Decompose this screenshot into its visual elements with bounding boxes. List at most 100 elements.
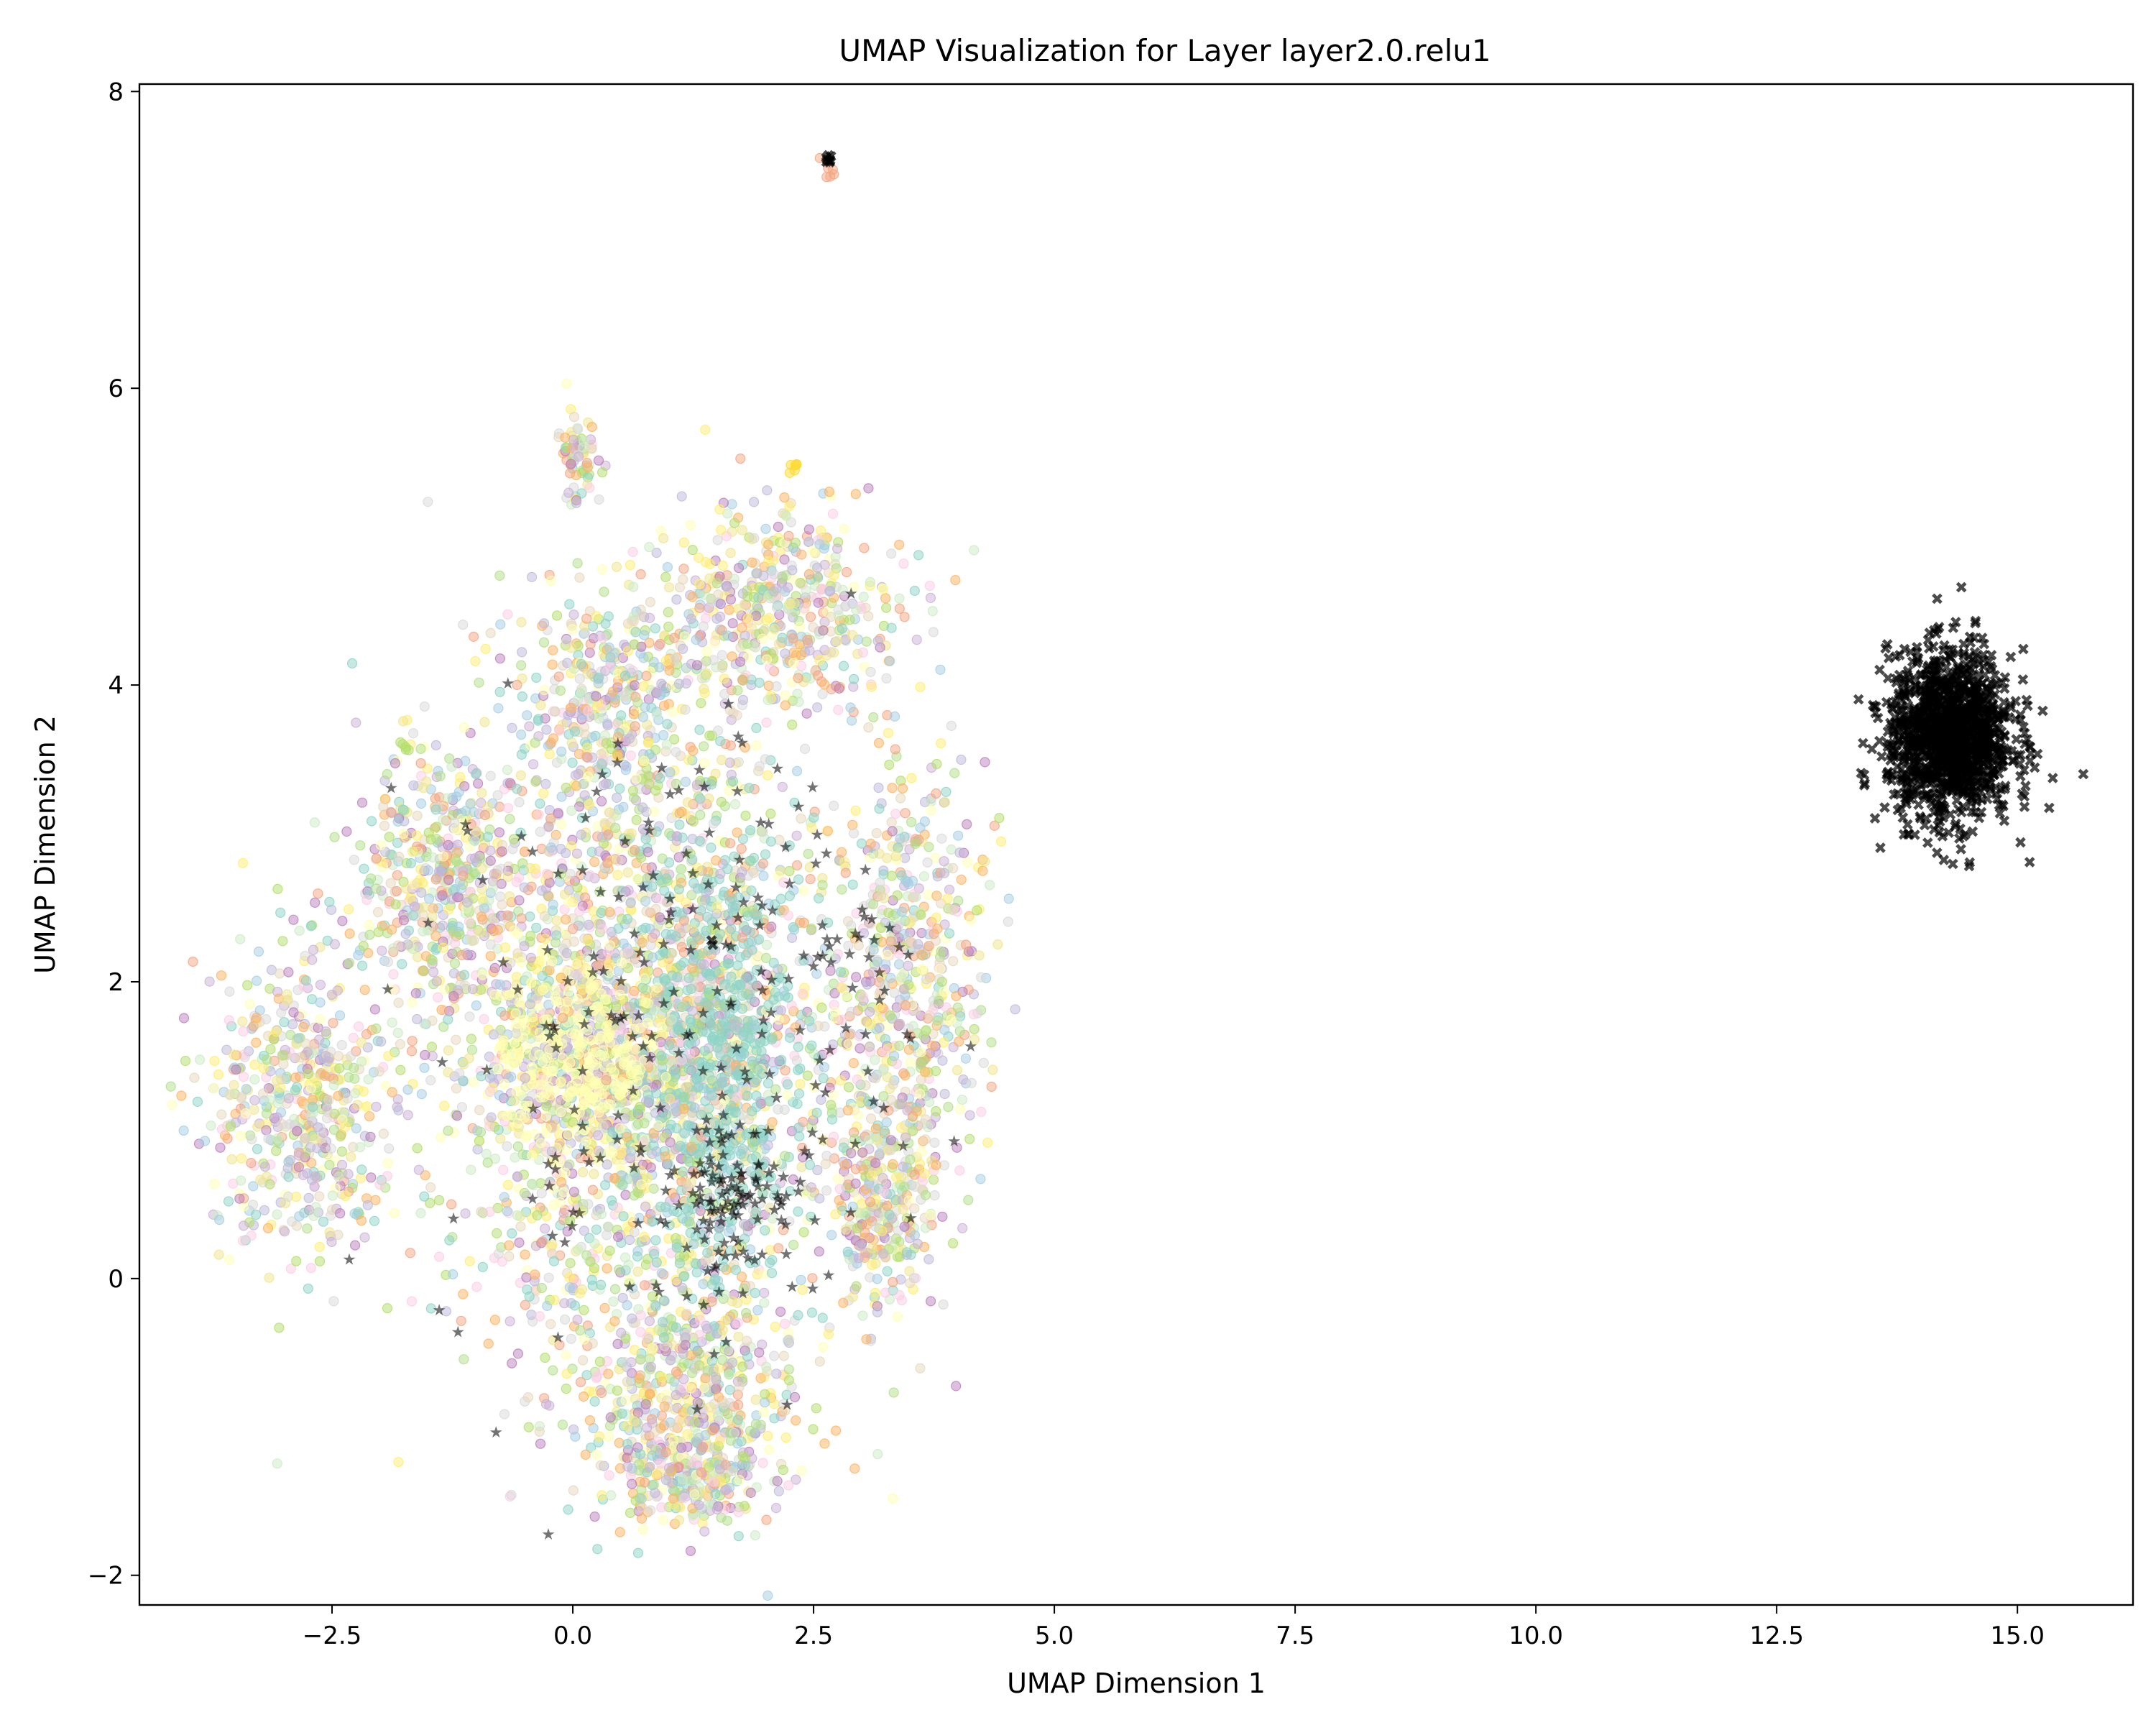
data-point xyxy=(966,1077,977,1089)
data-point xyxy=(563,897,574,908)
data-point xyxy=(189,1072,200,1083)
data-point xyxy=(519,882,530,893)
data-point xyxy=(874,804,885,814)
data-point xyxy=(805,873,816,885)
data-point xyxy=(660,571,671,583)
data-point xyxy=(556,843,566,855)
data-point xyxy=(948,956,959,967)
data-point xyxy=(291,1191,302,1202)
data-point xyxy=(428,852,438,863)
data-point xyxy=(510,1152,520,1163)
data-point xyxy=(494,979,505,990)
data-point xyxy=(374,1179,385,1190)
data-point xyxy=(365,1131,376,1142)
data-point xyxy=(427,955,438,966)
data-point xyxy=(561,1350,571,1361)
data-point xyxy=(357,960,368,971)
data-point xyxy=(582,934,593,946)
data-point xyxy=(371,1101,382,1112)
data-point xyxy=(237,1236,248,1246)
data-point xyxy=(178,1013,190,1024)
data-point xyxy=(505,814,515,824)
data-point xyxy=(231,1064,241,1075)
data-point xyxy=(459,722,470,733)
data-point xyxy=(862,979,872,990)
data-point xyxy=(516,749,527,760)
data-point xyxy=(801,708,812,719)
data-point xyxy=(886,622,897,633)
data-point xyxy=(625,898,636,908)
data-point xyxy=(644,612,655,624)
data-point xyxy=(279,1017,290,1028)
data-point xyxy=(896,906,908,917)
data-point xyxy=(322,1104,333,1115)
data-point xyxy=(323,1095,334,1105)
data-point xyxy=(596,1208,607,1220)
data-point xyxy=(328,1018,338,1029)
data-point xyxy=(946,844,957,855)
data-point xyxy=(972,905,982,916)
data-point xyxy=(658,700,670,711)
data-point xyxy=(813,597,824,608)
data-point xyxy=(675,864,686,875)
data-point xyxy=(261,1013,272,1025)
data-point xyxy=(451,1110,463,1121)
data-point xyxy=(977,865,988,876)
data-point xyxy=(384,832,395,842)
data-point xyxy=(408,780,419,791)
data-point xyxy=(382,1302,393,1314)
data-point xyxy=(451,856,462,867)
data-point xyxy=(535,827,545,837)
data-point xyxy=(833,704,844,715)
data-point xyxy=(561,782,571,794)
data-point xyxy=(418,902,430,913)
data-point xyxy=(974,950,985,961)
data-point xyxy=(292,1082,303,1092)
data-point xyxy=(406,1296,418,1307)
data-point xyxy=(831,543,843,554)
data-point xyxy=(279,1226,290,1237)
data-point xyxy=(545,813,556,824)
data-point xyxy=(946,904,957,915)
data-point xyxy=(200,1136,211,1146)
data-point xyxy=(694,602,705,614)
data-point xyxy=(423,827,434,838)
data-point xyxy=(698,621,709,632)
data-point xyxy=(313,1034,325,1045)
data-point xyxy=(818,1342,829,1353)
data-point xyxy=(928,1174,939,1185)
data-point xyxy=(482,1157,493,1168)
data-point xyxy=(574,673,585,684)
data-point xyxy=(737,525,748,535)
data-point xyxy=(484,1206,495,1218)
data-point xyxy=(405,893,416,904)
data-point xyxy=(941,786,952,797)
data-point xyxy=(502,803,514,814)
data-point xyxy=(372,906,384,918)
data-point xyxy=(544,749,555,760)
data-point xyxy=(224,1015,234,1026)
data-point xyxy=(324,1159,335,1170)
data-point xyxy=(568,924,579,934)
data-point xyxy=(890,809,901,819)
data-point xyxy=(944,928,955,939)
data-point xyxy=(975,972,987,983)
data-point xyxy=(536,1282,548,1294)
data-point xyxy=(363,1074,374,1085)
data-point xyxy=(504,1251,515,1262)
data-point xyxy=(569,726,581,737)
data-point xyxy=(994,812,1005,824)
data-point xyxy=(412,810,423,822)
data-point xyxy=(873,782,884,794)
data-point xyxy=(754,677,765,689)
data-point xyxy=(686,613,696,625)
data-point xyxy=(400,929,411,939)
data-point xyxy=(389,1208,400,1218)
data-point xyxy=(762,485,773,496)
data-point xyxy=(753,765,764,776)
data-point xyxy=(589,856,600,868)
data-point xyxy=(479,717,490,727)
data-point xyxy=(916,909,926,920)
data-point xyxy=(664,582,675,593)
data-point xyxy=(863,483,874,494)
